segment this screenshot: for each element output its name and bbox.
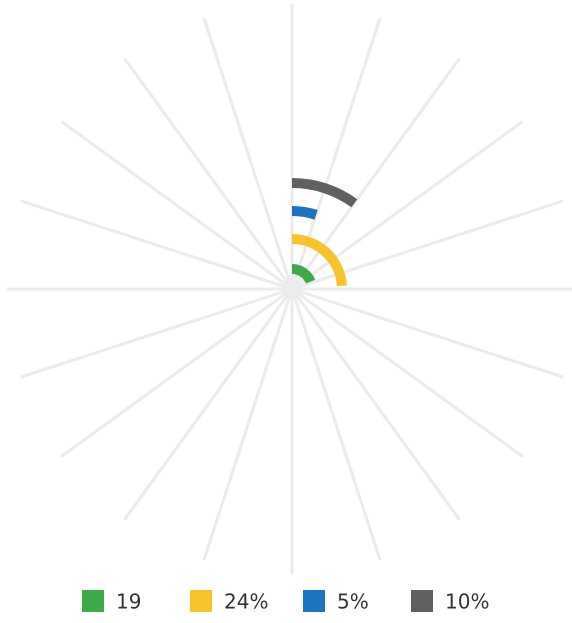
spoke	[123, 288, 294, 521]
legend-swatch	[303, 590, 325, 612]
spoke	[202, 288, 294, 561]
legend-label: 19	[116, 590, 141, 614]
spoke	[290, 288, 461, 521]
spoke	[60, 287, 293, 458]
spoke	[290, 17, 382, 290]
arcs	[291, 178, 358, 287]
arc	[291, 206, 318, 220]
arc	[291, 264, 316, 284]
spoke	[291, 287, 564, 379]
spoke	[291, 199, 564, 291]
spoke	[20, 199, 293, 291]
spoke	[290, 57, 461, 290]
spoke	[291, 287, 524, 458]
arc	[291, 234, 347, 287]
spoke	[202, 17, 294, 290]
arc	[291, 178, 358, 208]
legend-label: 10%	[445, 590, 489, 614]
spoke	[123, 57, 294, 290]
spoke	[291, 120, 524, 291]
spoke	[60, 120, 293, 291]
spoke	[20, 287, 293, 379]
spokes	[7, 4, 572, 574]
spoke	[290, 288, 382, 561]
legend-swatch	[82, 590, 104, 612]
legend-label: 5%	[337, 590, 369, 614]
legend-swatch	[411, 590, 433, 612]
legend-label: 24%	[224, 590, 268, 614]
legend: 19 24% 5% 10%	[82, 590, 489, 614]
legend-swatch	[190, 590, 212, 612]
